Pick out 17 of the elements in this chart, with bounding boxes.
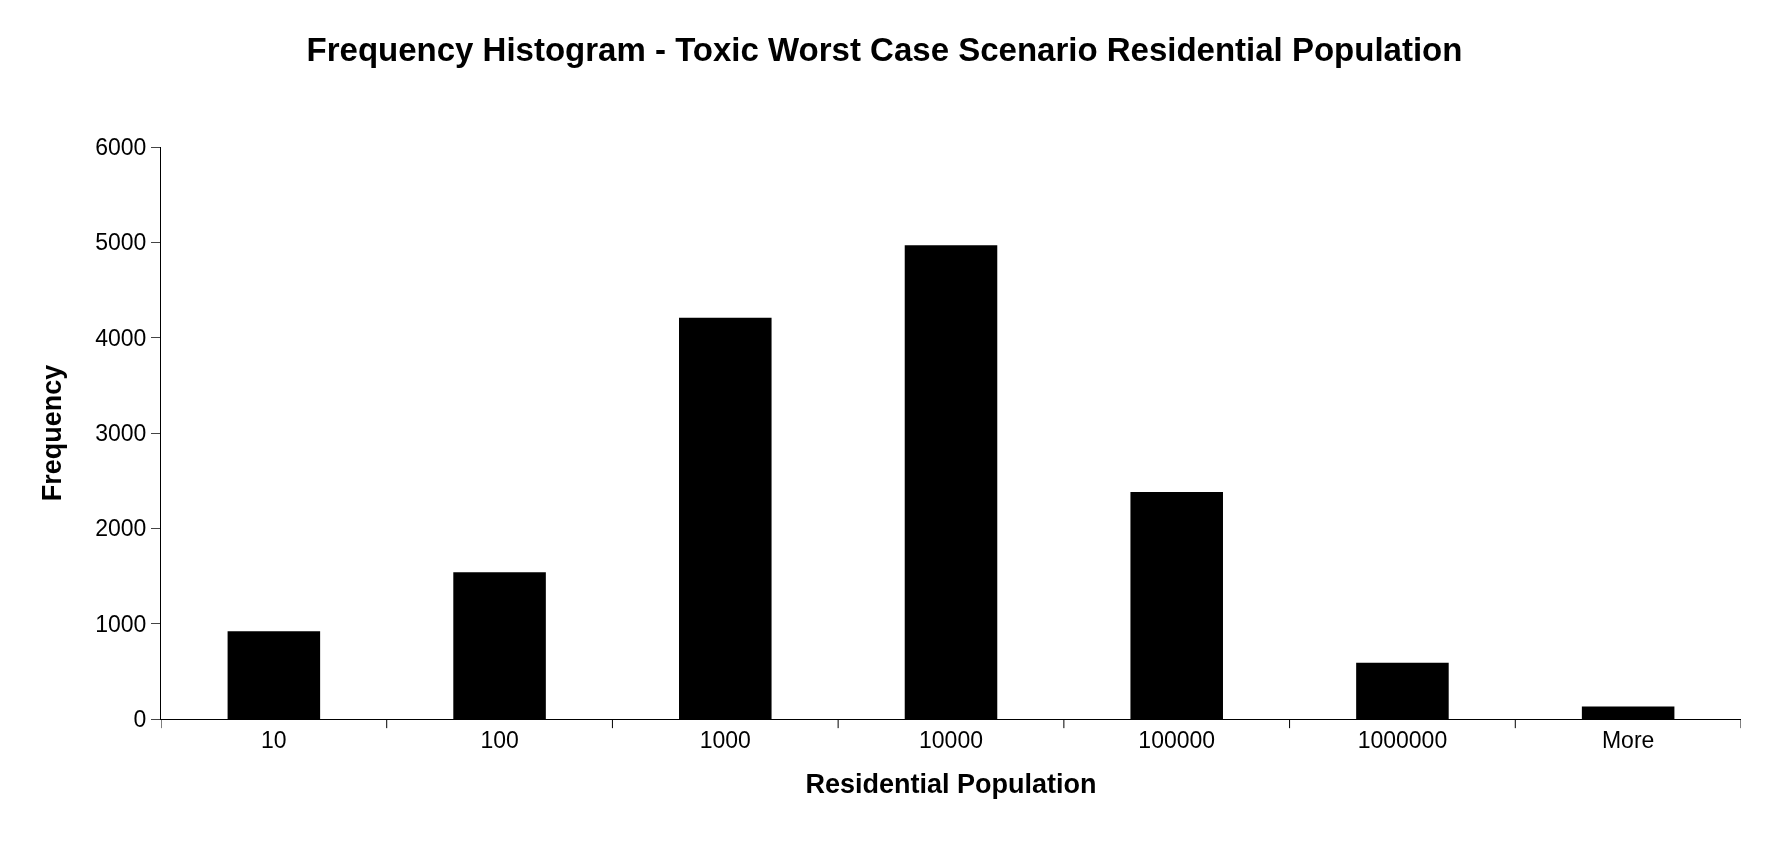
x-tick-label: 10000 xyxy=(919,726,983,753)
y-tick-label: 3000 xyxy=(95,420,147,447)
y-tick-label: 2000 xyxy=(95,515,147,542)
y-tick-label: 5000 xyxy=(95,229,147,256)
x-tick-label: More xyxy=(1601,726,1655,753)
chart-title: Frequency Histogram - Toxic Worst Case Scenario Residential Population xyxy=(306,31,1463,69)
y-axis-title: Frequency xyxy=(37,364,68,502)
y-tick-label: 6000 xyxy=(95,134,147,161)
y-tick-label: 4000 xyxy=(95,324,147,351)
x-tick-label: 1000000 xyxy=(1357,726,1448,753)
x-tick-label: 100 xyxy=(480,726,519,753)
x-tick-label: 10 xyxy=(261,726,287,753)
x-axis-title: Residential Population xyxy=(805,769,1097,799)
x-tick-label: 100000 xyxy=(1138,726,1216,753)
y-tick-label: 0 xyxy=(133,706,147,733)
x-tick-label: 1000 xyxy=(699,726,751,753)
y-tick-label: 1000 xyxy=(95,610,147,637)
